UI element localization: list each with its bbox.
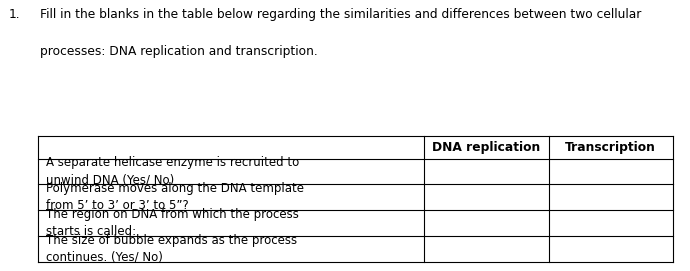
Text: Fill in the blanks in the table below regarding the similarities and differences: Fill in the blanks in the table below re… xyxy=(40,8,642,21)
Text: The region on DNA from which the process
starts is called:: The region on DNA from which the process… xyxy=(46,208,299,238)
Text: Polymerase moves along the DNA template
from 5’ to 3’ or 3’ to 5”?: Polymerase moves along the DNA template … xyxy=(46,182,304,212)
Text: processes: DNA replication and transcription.: processes: DNA replication and transcrip… xyxy=(40,45,318,58)
Text: The size of bubble expands as the process
continues. (Yes/ No): The size of bubble expands as the proces… xyxy=(46,234,297,264)
Text: DNA replication: DNA replication xyxy=(433,141,540,153)
Text: Transcription: Transcription xyxy=(565,141,656,153)
Text: A separate helicase enzyme is recruited to
unwind DNA (Yes/ No): A separate helicase enzyme is recruited … xyxy=(46,156,299,186)
Text: 1.: 1. xyxy=(8,8,20,21)
